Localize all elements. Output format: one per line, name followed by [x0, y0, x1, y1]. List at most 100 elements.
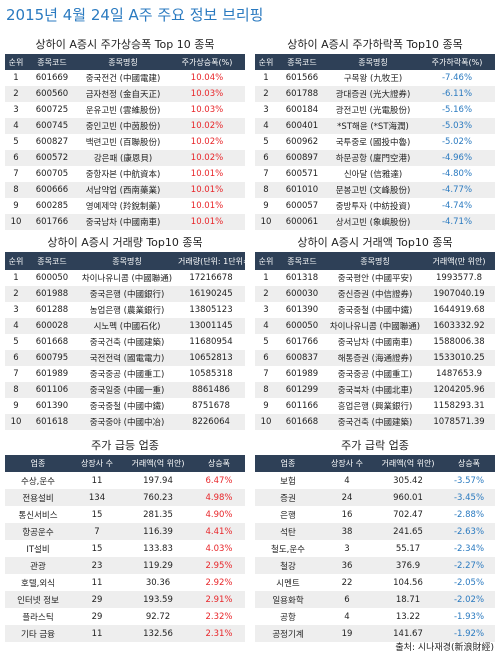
- cell: 10.02%: [190, 137, 224, 147]
- column-header: 순위: [255, 54, 277, 70]
- cell: -4.71%: [419, 214, 495, 230]
- cell: 10.01%: [190, 169, 224, 179]
- cell: 38: [321, 523, 373, 540]
- cell: 104.56: [393, 577, 423, 588]
- cell: 10585318: [189, 369, 233, 379]
- cell: 241.65: [373, 523, 443, 540]
- cell: 흥업은행 (興業銀行): [337, 402, 413, 412]
- cell: 중국평안 (中國平安): [337, 274, 413, 284]
- table-row: 9 600057 중방투자 (中紡投資) -4.74%: [255, 198, 495, 214]
- column-header: 종목명칭: [77, 54, 169, 70]
- table-row: 8 601299 중국북차 (中國北車) 1204205.96: [255, 382, 495, 398]
- cell: 4: [344, 475, 350, 486]
- table-row: 9 601166 흥업은행 (興業銀行) 1158293.31: [255, 398, 495, 414]
- cell: 2: [5, 86, 27, 102]
- cell: 전용설비: [5, 489, 71, 506]
- cell: 29: [71, 591, 123, 608]
- cell: 중국일중 (中國一重): [77, 382, 177, 398]
- cell: 증권: [255, 489, 321, 506]
- cell: 금자천정 (金自天正): [77, 86, 169, 102]
- cell: 4.03%: [205, 543, 233, 554]
- cell: 하문공항 (廈門空港): [327, 150, 419, 166]
- table-row: 철강 36 376.9 -2.27%: [255, 557, 495, 574]
- cell: 600571: [285, 169, 319, 179]
- table-row: 4 600745 중인고빈 (中茵股份) 10.02%: [5, 118, 245, 134]
- cell: 8: [5, 182, 27, 198]
- cell: 92.72: [145, 611, 171, 622]
- cell: 600057: [285, 201, 319, 211]
- table-row: 6 600572 강은패 (康恩貝) 10.02%: [5, 150, 245, 166]
- cell: 601788: [277, 86, 327, 102]
- column-header: 종목코드: [277, 54, 327, 70]
- cell: 601566: [285, 73, 319, 83]
- cell: 600030: [277, 286, 327, 302]
- table-row: 10 601618 중국중야 (中國中冶) 8226064: [5, 414, 245, 430]
- cell: 601766: [285, 337, 319, 347]
- table-row: 2 600030 중신증권 (中信證券) 1907040.19: [255, 286, 495, 302]
- table-title: 상하이 A증시 거래액 Top10 종목: [297, 236, 453, 249]
- cell: 134: [71, 489, 123, 506]
- table-row: 8 600666 서남약업 (西南藥業) 10.01%: [5, 182, 245, 198]
- cell: 4.90%: [205, 509, 233, 520]
- cell: 22: [341, 577, 353, 588]
- cell: -2.34%: [453, 543, 485, 554]
- header-row: 순위 종목코드 종목명칭 주가상승폭(%): [5, 54, 245, 70]
- column-header: 상승폭: [443, 455, 495, 472]
- cell: 600028: [27, 318, 77, 334]
- cell: 은행: [280, 510, 296, 521]
- cell: 600745: [27, 118, 77, 134]
- table-row: 8 601106 중국일중 (中國一重) 8861486: [5, 382, 245, 398]
- cell: 17216678: [189, 273, 233, 283]
- column-header: 업종: [5, 455, 71, 472]
- cell: 6: [5, 150, 27, 166]
- table-row: 관광 23 119.29 2.95%: [5, 557, 245, 574]
- cell: 601618: [27, 414, 77, 430]
- cell: 141.67: [373, 625, 443, 642]
- cell: -1.92%: [443, 625, 495, 642]
- cell: 시멘트: [276, 578, 300, 589]
- cell: -3.45%: [443, 489, 495, 506]
- cell: 4: [5, 318, 27, 334]
- cell: 601288: [35, 305, 69, 315]
- cell: 7: [263, 169, 269, 179]
- column-header: 상승폭: [193, 455, 245, 472]
- cell: 15: [91, 543, 103, 554]
- cell: 10.01%: [190, 201, 224, 211]
- cell: 601989: [35, 369, 69, 379]
- cell: 600666: [27, 182, 77, 198]
- cell: 호텔,외식: [21, 578, 55, 589]
- cell: 601668: [277, 414, 327, 430]
- cell: 1907040.19: [423, 286, 495, 302]
- cell: 10.04%: [190, 73, 224, 83]
- cell: 11: [71, 625, 123, 642]
- cell: 통신서비스: [18, 510, 58, 521]
- table-block: 상하이 A증시 주가상승폭 Top 10 종목 순위 종목코드 종목명칭 주가상승폭(%…: [5, 36, 245, 230]
- cell: 중국전건 (中國電建): [85, 74, 161, 84]
- cell: 1078571.39: [423, 414, 495, 430]
- cell: 600795: [27, 350, 77, 366]
- cell: -5.03%: [419, 118, 495, 134]
- cell: 9: [263, 401, 269, 411]
- table-row: 4 600401 *ST해윤 (*ST海潤) -5.03%: [255, 118, 495, 134]
- cell: 3: [263, 305, 269, 315]
- cell: 중국중철 (中國中鐵): [337, 306, 413, 316]
- cell: 10: [255, 214, 277, 230]
- table-row: 3 601390 중국중철 (中國中鐵) 1644919.68: [255, 302, 495, 318]
- table-row: 플라스틱 29 92.72 2.32%: [5, 608, 245, 625]
- table-row: 철도,운수 3 55.17 -2.34%: [255, 540, 495, 557]
- cell: 6: [255, 150, 277, 166]
- header-row: 순위 종목코드 종목명칭 거래액(만 위안): [255, 252, 495, 270]
- column-header: 거래액(억 위안): [123, 455, 193, 472]
- cell: -1.93%: [453, 611, 485, 622]
- cell: -4.80%: [441, 169, 473, 179]
- cell: 중국건축 (中國建築): [89, 338, 165, 348]
- cell: 항공운수: [5, 523, 71, 540]
- table-row: 호텔,외식 11 30.36 2.92%: [5, 574, 245, 591]
- cell: 8: [5, 382, 27, 398]
- cell: 960.01: [373, 489, 443, 506]
- cell: 석탄: [255, 523, 321, 540]
- column-header: 종목명칭: [77, 252, 177, 270]
- table-row: 3 600184 광전고빈 (光電股份) -5.16%: [255, 102, 495, 118]
- cell: 6: [5, 350, 27, 366]
